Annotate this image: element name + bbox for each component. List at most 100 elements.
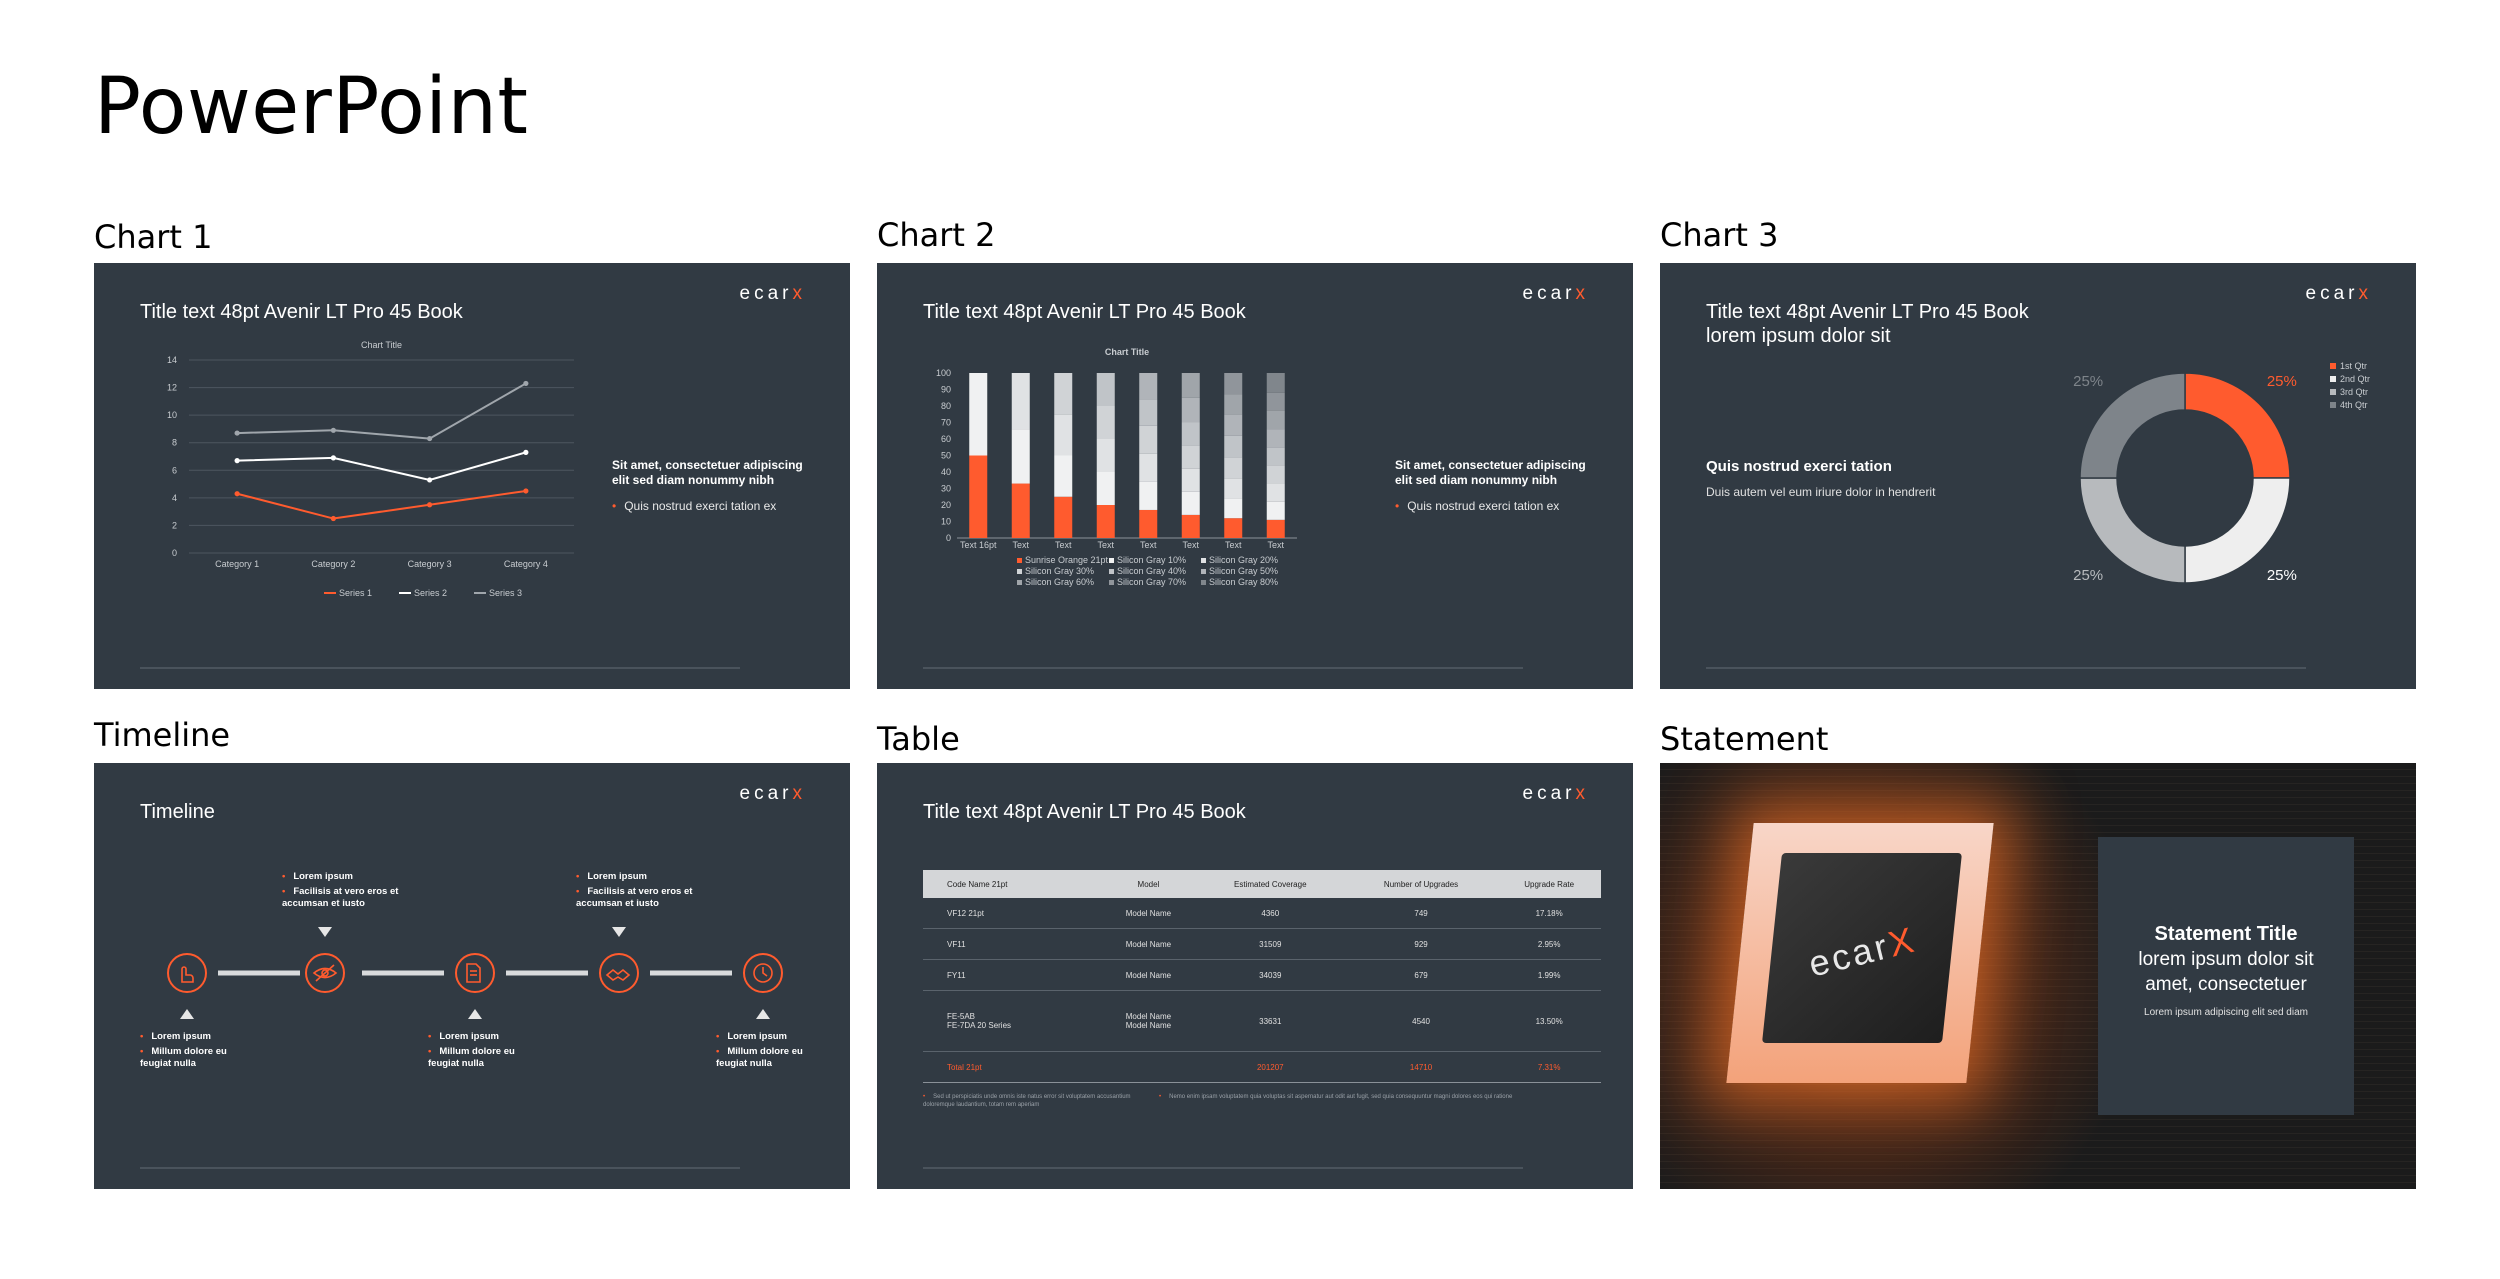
bar-segment: [1224, 478, 1243, 499]
table-row: VF11 Model Name 31509 929 2.95%: [923, 928, 1601, 960]
slide-chart3[interactable]: ecarx Title text 48pt Avenir LT Pro 45 B…: [1660, 263, 2416, 689]
table-cell: 1.99%: [1497, 959, 1601, 991]
x-tick-label: Category 1: [215, 559, 259, 569]
table-cell: Model Name: [1101, 959, 1196, 991]
table-cell: 7.31%: [1497, 1051, 1601, 1083]
timeline-bottom-item: • Lorem ipsum • Millum dolore eu feugiat n…: [140, 1031, 227, 1069]
legend-label: 3rd Qtr: [2340, 387, 2368, 397]
side-bullet: • Quis nostrud exerci tation ex: [612, 499, 777, 513]
table-row: VF12 21pt Model Name 4360 749 17.18%: [923, 898, 1601, 929]
section-label-table: Table: [877, 720, 960, 758]
slide-statement[interactable]: ecarX Statement Title lorem ipsum dolor …: [1660, 763, 2416, 1189]
bar-segment: [1181, 422, 1200, 446]
table-cell: 929: [1344, 928, 1498, 960]
legend-swatch: [1017, 569, 1022, 574]
legend-swatch: [1017, 558, 1022, 563]
slice-label: 25%: [2267, 373, 2297, 390]
legend-label: Silicon Gray 60%: [1025, 577, 1094, 587]
legend-swatch: [1201, 569, 1206, 574]
slide-chart1[interactable]: ecarx Title text 48pt Avenir LT Pro 45 B…: [94, 263, 850, 689]
section-label-chart3: Chart 3: [1660, 216, 1779, 254]
slide-timeline[interactable]: ecarx Timeline • Lorem ipsum • Facilisis a…: [94, 763, 850, 1189]
bar-segment: [1181, 445, 1200, 469]
slice-label: 25%: [2073, 373, 2103, 390]
bar-segment: [969, 455, 988, 538]
slide-title: Title text 48pt Avenir LT Pro 45 Book: [140, 301, 463, 323]
bar-segment: [1266, 429, 1285, 448]
touch-icon: [167, 953, 207, 993]
ecarx-logo: ecarx: [739, 283, 806, 304]
eye-icon: [305, 953, 345, 993]
clock-icon: [743, 953, 783, 993]
y-tick-label: 12: [167, 383, 177, 393]
table-header: Code Name 21pt: [923, 870, 1102, 898]
legend-swatch: [2330, 363, 2336, 369]
legend-swatch: [2330, 389, 2336, 395]
side-heading: Sit amet, consectetuer adipiscing elit s…: [612, 458, 803, 487]
bar-segment: [1224, 457, 1243, 479]
data-point: [523, 488, 529, 494]
table-cell: 13.50%: [1497, 990, 1601, 1052]
data-point: [427, 502, 433, 508]
bar-segment: [969, 373, 988, 456]
handshake-icon: [599, 953, 639, 993]
table-cell: [1101, 1051, 1196, 1083]
x-tick-label: Category 3: [408, 559, 452, 569]
x-tick-label: Text: [1225, 540, 1242, 550]
legend-label: Series 2: [414, 588, 447, 598]
legend-swatch: [2330, 376, 2336, 382]
ecarx-logo: ecarx: [1522, 283, 1589, 304]
bar-segment: [1139, 481, 1158, 510]
x-tick-label: Text: [1097, 540, 1114, 550]
table-cell: VF12 21pt: [923, 898, 1102, 929]
table-cell: 201207: [1195, 1051, 1345, 1083]
legend-label: 1st Qtr: [2340, 361, 2367, 371]
bar-segment: [1054, 373, 1073, 415]
legend-swatch: [1201, 580, 1206, 585]
table-cell: 14710: [1344, 1051, 1498, 1083]
legend-label: Silicon Gray 20%: [1209, 555, 1278, 565]
y-tick-label: 90: [941, 385, 951, 395]
bar-segment: [1139, 509, 1158, 538]
donut-chart: 25% 25% 25% 25% 1st Qtr 2nd Qtr 3rd Qtr 4th Qtr: [2073, 361, 2370, 584]
slide-table[interactable]: ecarx Title text 48pt Avenir LT Pro 45 B…: [877, 763, 1633, 1189]
legend-label: Series 3: [489, 588, 522, 598]
y-tick-label: 6: [172, 465, 177, 475]
bar-segment: [1096, 406, 1115, 439]
slide-chart2[interactable]: ecarx Title text 48pt Avenir LT Pro 45 B…: [877, 263, 1633, 689]
slice-label: 25%: [2073, 567, 2103, 584]
statement-body: Lorem ipsum adipiscing elit sed diam: [2144, 1007, 2308, 1018]
footer-rule: [140, 1167, 740, 1169]
table-cell: 749: [1344, 898, 1498, 929]
series-line: [237, 382, 527, 440]
slide-title: Timeline: [140, 801, 215, 823]
timeline-track: [180, 927, 770, 1019]
footer-rule: [923, 667, 1523, 669]
section-label-chart2: Chart 2: [877, 216, 996, 254]
legend-label: Series 1: [339, 588, 372, 598]
table-cell: Total 21pt: [923, 1051, 1102, 1083]
legend-label: Silicon Gray 30%: [1025, 566, 1094, 576]
bar-segment: [1266, 373, 1285, 393]
donut-slice: [2079, 372, 2186, 479]
bar-segment: [1181, 397, 1200, 423]
slide-title: Title text 48pt Avenir LT Pro 45 Book lor…: [1706, 301, 2029, 347]
bar-segment: [1224, 435, 1243, 458]
y-tick-label: 0: [946, 533, 951, 543]
data-point: [234, 491, 240, 497]
ecarx-logo: ecarx: [2305, 283, 2372, 304]
table-cell: Model Name Model Name: [1101, 990, 1196, 1052]
y-tick-label: 80: [941, 401, 951, 411]
bar-segment: [1139, 399, 1158, 426]
x-tick-label: Category 4: [504, 559, 548, 569]
legend-label: Silicon Gray 80%: [1209, 577, 1278, 587]
bar-segment: [1096, 472, 1115, 505]
bar-segment: [1224, 518, 1243, 538]
y-tick-label: 0: [172, 548, 177, 558]
y-tick-label: 2: [172, 520, 177, 530]
x-tick-label: Text: [1055, 540, 1072, 550]
line-chart: Chart Title 0 2 4 6 8 10 12 14 Category 1 Category…: [167, 340, 574, 598]
legend-swatch: [1109, 558, 1114, 563]
slide-title: Title text 48pt Avenir LT Pro 45 Book: [923, 801, 1246, 823]
data-table: Code Name 21pt Model Estimated Coverage …: [923, 870, 1601, 1083]
